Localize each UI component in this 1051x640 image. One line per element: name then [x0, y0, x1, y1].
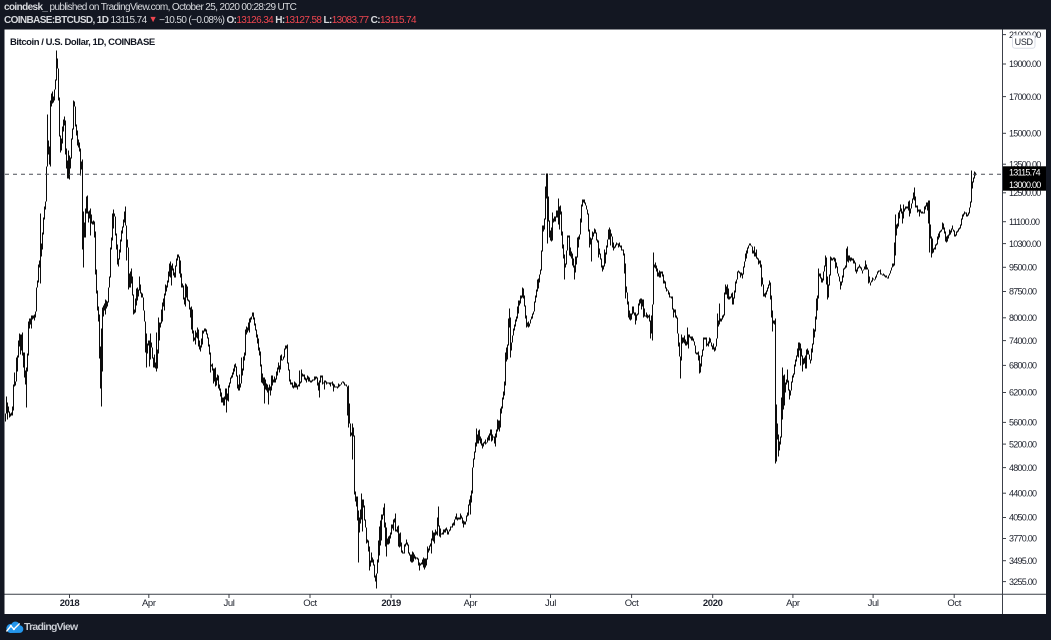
svg-text:4400.00: 4400.00	[1009, 488, 1037, 498]
svg-text:3770.00: 3770.00	[1009, 534, 1037, 544]
svg-text:13115.74: 13115.74	[1009, 168, 1041, 178]
svg-text:8750.00: 8750.00	[1009, 287, 1037, 297]
svg-text:Bitcoin / U.S. Dollar, 1D, COI: Bitcoin / U.S. Dollar, 1D, COINBASE	[10, 37, 155, 48]
svg-text:Oct: Oct	[625, 598, 639, 609]
svg-text:6800.00: 6800.00	[1009, 361, 1037, 371]
svg-text:3255.00: 3255.00	[1009, 577, 1037, 587]
svg-text:6200.00: 6200.00	[1009, 388, 1037, 398]
svg-text:Oct: Oct	[303, 598, 317, 609]
svg-text:Apr: Apr	[142, 598, 156, 609]
svg-text:10300.00: 10300.00	[1009, 239, 1041, 249]
svg-text:Apr: Apr	[464, 598, 478, 609]
svg-text:8000.00: 8000.00	[1009, 313, 1037, 323]
svg-text:3495.00: 3495.00	[1009, 556, 1037, 566]
svg-text:5200.00: 5200.00	[1009, 439, 1037, 449]
svg-text:17000.00: 17000.00	[1009, 92, 1041, 102]
svg-text:7400.00: 7400.00	[1009, 336, 1037, 346]
svg-text:11100.00: 11100.00	[1009, 217, 1040, 227]
svg-text:12500.00: 12500.00	[1009, 188, 1041, 198]
svg-text:4050.00: 4050.00	[1009, 513, 1037, 523]
svg-text:Oct: Oct	[947, 598, 961, 609]
svg-text:Jul: Jul	[224, 598, 235, 609]
svg-text:Jul: Jul	[868, 598, 879, 609]
svg-text:15000.00: 15000.00	[1009, 129, 1041, 139]
svg-text:5600.00: 5600.00	[1009, 418, 1037, 428]
svg-text:Jul: Jul	[545, 598, 556, 609]
svg-text:9500.00: 9500.00	[1009, 263, 1037, 273]
svg-text:USD: USD	[1015, 37, 1034, 47]
svg-text:13500.00: 13500.00	[1009, 159, 1041, 169]
svg-text:19000.00: 19000.00	[1009, 59, 1041, 69]
svg-text:2019: 2019	[381, 598, 401, 609]
svg-text:4800.00: 4800.00	[1009, 463, 1037, 473]
svg-text:2018: 2018	[60, 598, 80, 609]
svg-text:Apr: Apr	[786, 598, 800, 609]
svg-text:2020: 2020	[703, 598, 723, 609]
svg-text:13000.00: 13000.00	[1009, 180, 1041, 190]
